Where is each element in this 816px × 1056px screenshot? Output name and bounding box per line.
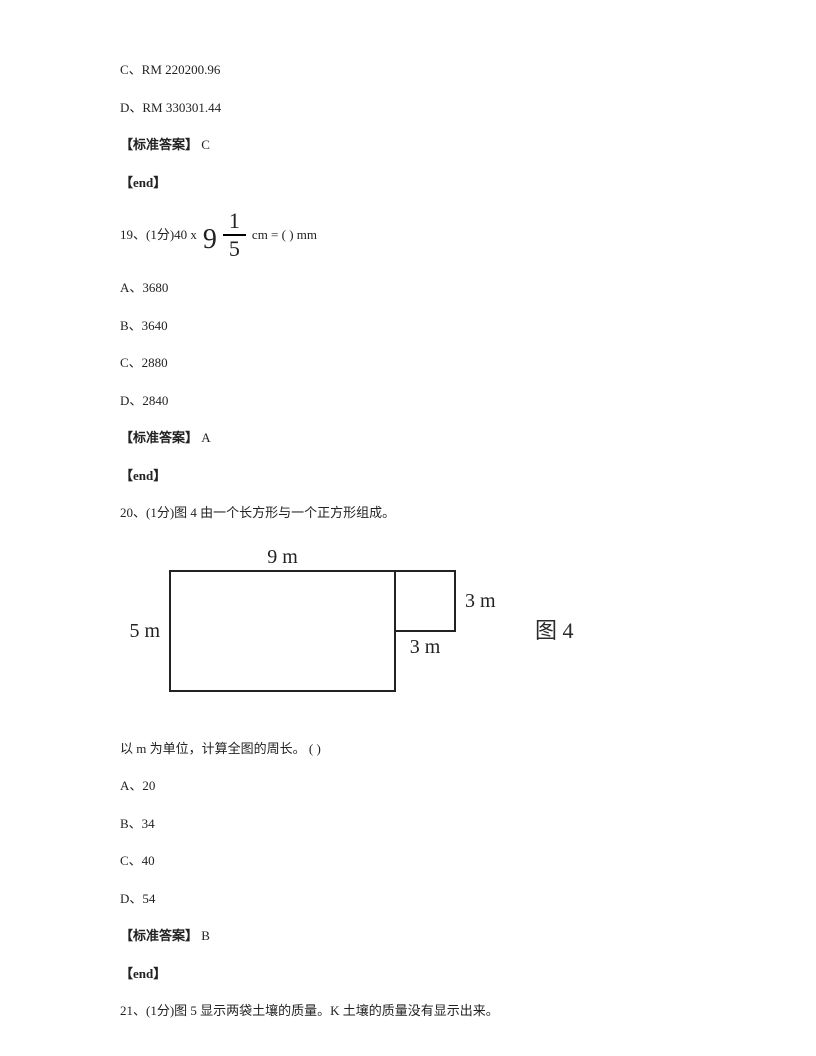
- q21-stem: 21、(1分)图 5 显示两袋土壤的质量。K 土壤的质量没有显示出来。: [120, 1001, 696, 1021]
- q19-option-d: D、2840: [120, 391, 696, 411]
- q19-option-c: C、2880: [120, 353, 696, 373]
- q19-answer: 【标准答案】 A: [120, 428, 696, 448]
- q19-option-b: B、3640: [120, 316, 696, 336]
- q19-end: 【end】: [120, 466, 696, 486]
- q20-option-b: B、34: [120, 814, 696, 834]
- svg-text:5 m: 5 m: [129, 620, 160, 642]
- svg-text:9 m: 9 m: [267, 546, 298, 568]
- q20-option-a: A、20: [120, 776, 696, 796]
- q18-answer-label: 【标准答案】: [120, 137, 198, 152]
- q20-figure: 9 m 5 m 3 m 3 m: [120, 541, 505, 721]
- q19-whole: 9: [203, 226, 217, 254]
- q19-prefix: 19、(1分)40 x: [120, 225, 197, 245]
- q18-option-c: C、RM 220200.96: [120, 60, 696, 80]
- q19-mixed-fraction: 9 1 5: [203, 210, 246, 260]
- q19-suffix: cm = ( ) mm: [252, 225, 317, 245]
- svg-text:3 m: 3 m: [410, 636, 441, 658]
- q18-answer-value: C: [201, 137, 210, 152]
- q20-figure-label: 图 4: [535, 614, 574, 647]
- q19-answer-value: A: [201, 430, 210, 445]
- q20-answer: 【标准答案】 B: [120, 926, 696, 946]
- q20-prompt: 以 m 为单位，计算全图的周长。 ( ): [120, 739, 696, 759]
- q20-stem: 20、(1分)图 4 由一个长方形与一个正方形组成。: [120, 503, 696, 523]
- svg-text:3 m: 3 m: [465, 590, 496, 612]
- q20-answer-value: B: [201, 928, 210, 943]
- q18-answer: 【标准答案】 C: [120, 135, 696, 155]
- q19-stem: 19、(1分)40 x 9 1 5 cm = ( ) mm: [120, 210, 696, 260]
- q19-answer-label: 【标准答案】: [120, 430, 198, 445]
- q19-option-a: A、3680: [120, 278, 696, 298]
- q20-figure-row: 9 m 5 m 3 m 3 m 图 4: [120, 541, 696, 721]
- q19-denominator: 5: [223, 236, 246, 260]
- q18-end: 【end】: [120, 173, 696, 193]
- q20-option-d: D、54: [120, 889, 696, 909]
- q19-numerator: 1: [223, 210, 246, 236]
- q19-fraction: 1 5: [223, 210, 246, 260]
- q20-end: 【end】: [120, 964, 696, 984]
- q20-option-c: C、40: [120, 851, 696, 871]
- q20-answer-label: 【标准答案】: [120, 928, 198, 943]
- q18-option-d: D、RM 330301.44: [120, 98, 696, 118]
